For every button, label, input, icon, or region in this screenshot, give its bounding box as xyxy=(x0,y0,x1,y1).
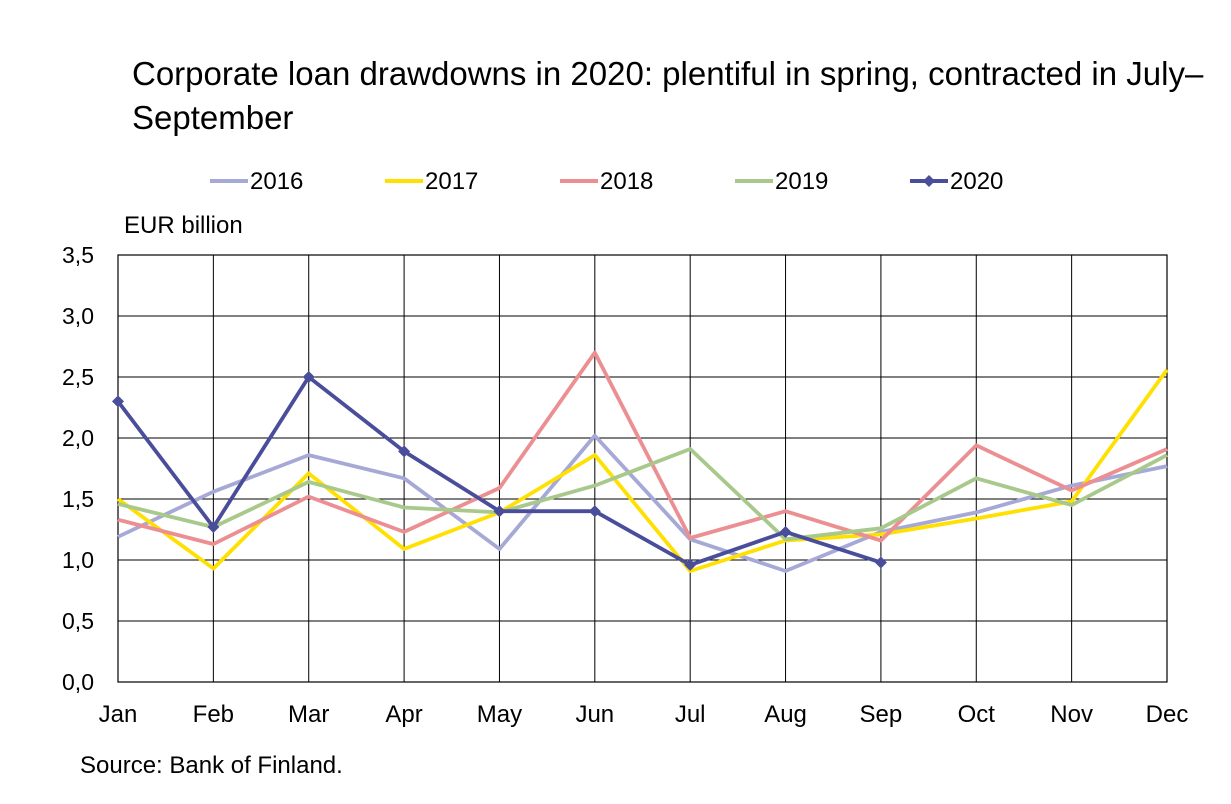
data-point-2020 xyxy=(779,525,792,538)
chart-title: Corporate loan drawdowns in 2020: plenti… xyxy=(132,55,1204,136)
data-point-2020 xyxy=(302,371,315,383)
plot-area-frame xyxy=(117,254,1168,683)
data-point-2020 xyxy=(207,521,220,534)
data-point-2020 xyxy=(493,505,506,518)
y-tick-label: 3,0 xyxy=(62,303,94,329)
legend-label-2019: 2019 xyxy=(775,168,828,195)
y-tick-label: 2,0 xyxy=(62,425,94,451)
x-tick-label: Feb xyxy=(193,701,234,728)
x-tick-label: Oct xyxy=(958,701,996,728)
x-tick-label: Nov xyxy=(1050,701,1093,728)
y-tick-label: 2,5 xyxy=(62,364,94,390)
x-tick-label: Dec xyxy=(1146,701,1189,728)
x-tick-label: Mar xyxy=(288,701,329,728)
source-note: Source: Bank of Finland. xyxy=(80,752,343,779)
data-point-2020 xyxy=(588,505,601,518)
x-tick-label: Jan xyxy=(99,701,138,728)
x-tick-label: Jun xyxy=(575,701,614,728)
series-line-2017 xyxy=(116,368,1169,573)
x-tick-label: May xyxy=(477,701,522,728)
data-point-2020 xyxy=(684,558,697,571)
data-point-2020 xyxy=(398,445,411,458)
series-line-2016 xyxy=(117,433,1168,573)
y-axis-unit-label: EUR billion xyxy=(124,212,243,239)
data-point-2020 xyxy=(874,556,887,569)
series-line-2019 xyxy=(117,447,1168,542)
data-point-2020 xyxy=(112,395,124,408)
legend-label-2020: 2020 xyxy=(950,168,1003,195)
y-tick-label: 1,0 xyxy=(62,547,94,573)
series-line-2018 xyxy=(117,350,1168,546)
x-tick-label: Aug xyxy=(764,701,807,728)
x-tick-label: Sep xyxy=(860,701,903,728)
legend-label-2018: 2018 xyxy=(600,168,653,195)
legend: 2016 2017 2018 2019 2020 xyxy=(210,168,1003,195)
line-chart: 0,0 0,5 1,0 1,5 2,0 2,5 3,0 3,5 Jan Feb Mar Apr May J… xyxy=(62,242,1189,728)
legend-marker-2020 xyxy=(923,175,935,187)
y-tick-label: 1,5 xyxy=(62,486,94,512)
x-tick-label: Jul xyxy=(675,701,706,728)
legend-label-2017: 2017 xyxy=(425,168,478,195)
x-tick-label: Apr xyxy=(385,701,422,728)
y-tick-label: 3,5 xyxy=(62,242,94,268)
legend-label-2016: 2016 xyxy=(250,168,303,195)
y-tick-label: 0,5 xyxy=(62,608,94,634)
y-tick-label: 0,0 xyxy=(62,669,94,695)
